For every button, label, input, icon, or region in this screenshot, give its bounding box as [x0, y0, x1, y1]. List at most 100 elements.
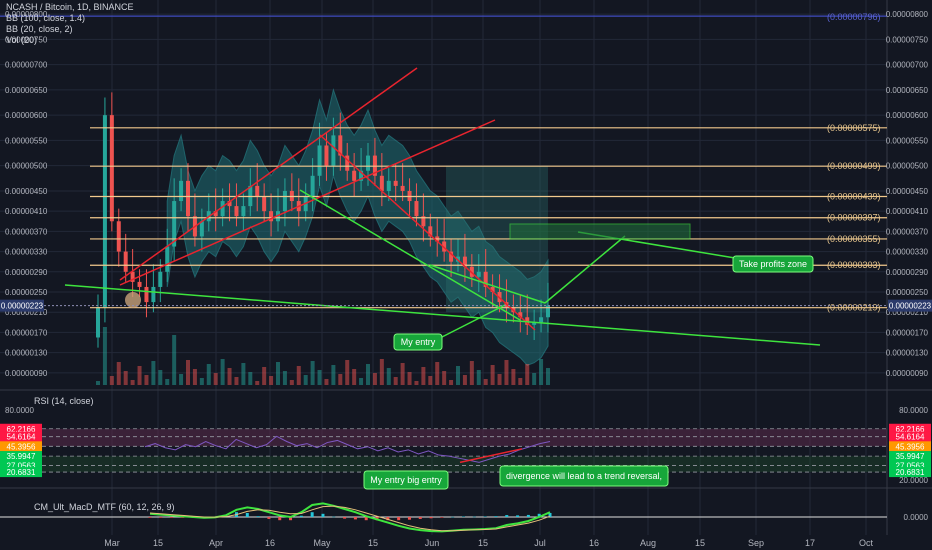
volume-bar — [324, 379, 329, 385]
volume-bar — [262, 367, 267, 385]
rsi-level-text-left: 62.2166 — [7, 425, 36, 434]
trend-lines[interactable] — [64, 67, 821, 346]
candle-body — [213, 211, 218, 217]
rsi-level-text-right: 54.6164 — [896, 433, 925, 442]
candle-body — [137, 281, 142, 287]
rsi-level-tag-left — [0, 451, 42, 462]
y-tick-label-left: 0.00000650 — [5, 86, 48, 95]
candle-body — [393, 180, 398, 186]
candle-body — [518, 312, 523, 318]
macd-histogram-bar — [310, 512, 314, 517]
y-tick-label-right: 0.00000650 — [886, 86, 929, 95]
rsi-level-tag-right — [889, 423, 931, 434]
indicator-bb100: BB (100, close, 1.4) — [6, 13, 86, 23]
macd-histogram-bar — [353, 517, 357, 520]
candle-body — [539, 317, 544, 323]
fib-label: (0.00000303) — [827, 260, 881, 270]
rsi-level-tag-right — [889, 431, 931, 442]
volume-bar — [372, 373, 377, 385]
annotations[interactable]: Take profits zone My entry My entry big en… — [363, 255, 814, 490]
y-tick-label-left: 0.00000290 — [5, 268, 48, 277]
rsi-level-text-right: 62.2166 — [896, 425, 925, 434]
candle-body — [317, 145, 322, 176]
macd-histogram-bar — [245, 513, 249, 517]
y-tick-label-right: 0.00000800 — [886, 10, 929, 19]
fib-label: (0.00000219) — [827, 303, 881, 313]
y-tick-label-left: 0.00000330 — [5, 248, 48, 257]
candle-body — [241, 206, 246, 217]
volume-bar — [102, 327, 107, 385]
rsi-level-text-left: 45.3956 — [7, 442, 36, 451]
x-tick-label: Jun — [425, 538, 440, 548]
macd-histogram-bar — [505, 515, 509, 517]
fib-label: (0.00000575) — [827, 123, 881, 133]
rsi-level-tag-right — [889, 460, 931, 471]
red-trendline-upper — [119, 67, 418, 281]
y-tick-label-right: 0.00000500 — [886, 162, 929, 171]
divergence-note[interactable]: divergence will lead to a trend reversal… — [499, 465, 669, 487]
macd-histogram-bar — [267, 517, 271, 519]
candle-body — [324, 145, 329, 166]
candle-body — [352, 170, 357, 181]
macd-histogram-bar — [170, 517, 174, 518]
fib-label: (0.00000355) — [827, 234, 881, 244]
volume-bar — [158, 370, 163, 385]
volume-bar — [546, 368, 550, 385]
big-entry-note-box — [363, 470, 449, 490]
macd-histogram-bar — [148, 517, 152, 518]
y-tick-label-right: 0.00000600 — [886, 111, 929, 120]
macd-histogram-bar — [332, 516, 336, 518]
macd-histogram-bar — [483, 516, 487, 518]
volume-bar — [192, 369, 197, 385]
volume-bar — [269, 376, 274, 385]
candle-body — [165, 246, 170, 272]
x-tick-label: Mar — [104, 538, 120, 548]
candle-body — [220, 201, 225, 217]
y-tick-label-left: 0.00000600 — [5, 111, 48, 120]
x-tick-label: Jul — [534, 538, 546, 548]
price-tag-left-text: 0.00000223 — [1, 302, 44, 311]
volume-bar — [137, 366, 142, 385]
volume-bar — [289, 380, 294, 385]
volume-bar — [206, 364, 211, 385]
y-tick-label-left: 0.00000700 — [5, 61, 48, 70]
x-tick-label: 15 — [153, 538, 163, 548]
my-entry-note-text: My entry — [401, 337, 436, 347]
candle-body — [379, 175, 384, 191]
y-tick-label-right: 0.00000330 — [886, 248, 929, 257]
candle-body — [144, 286, 149, 303]
macd-histogram-bar — [526, 514, 530, 517]
rsi-level-tag-right — [889, 467, 931, 478]
x-tick-label: 16 — [589, 538, 599, 548]
volume-bar — [476, 370, 481, 385]
green-trendline-support — [64, 284, 821, 346]
rsi-level-text-right: 45.3956 — [896, 442, 925, 451]
volume-bar — [144, 375, 149, 385]
y-tick-label-left: 0.00000250 — [5, 288, 48, 297]
rsi-level-tag-left — [0, 441, 42, 452]
macd-panel: 0.0000 — [0, 502, 929, 533]
rsi-lower-band — [0, 456, 887, 473]
candle-body — [172, 201, 177, 247]
volume-bar — [414, 381, 419, 385]
rsi-level-text-right: 35.9947 — [896, 452, 925, 461]
volume-bar — [109, 376, 114, 385]
y-tick-label-left: 0.00000210 — [5, 308, 48, 317]
rsi-level-text-left: 27.0563 — [7, 461, 36, 470]
price-tag-right — [888, 299, 932, 312]
my-entry-note[interactable]: My entry — [393, 333, 443, 351]
candle-body — [123, 251, 128, 272]
big-entry-note[interactable]: My entry big entry — [363, 470, 449, 490]
rsi-tick-label: 80.0000 — [899, 406, 928, 415]
volume-bar — [255, 381, 260, 385]
volume-bar — [227, 368, 232, 385]
macd-histogram-bar — [407, 517, 411, 520]
y-tick-label-left: 0.00000410 — [5, 207, 48, 216]
y-tick-label-right: 0.00000170 — [886, 328, 929, 337]
volume-bar — [151, 361, 156, 385]
volume-bar — [462, 375, 467, 385]
take-profits-note[interactable]: Take profits zone — [732, 255, 814, 273]
big-entry-note-text: My entry big entry — [370, 475, 442, 485]
volume-bar — [331, 365, 336, 385]
